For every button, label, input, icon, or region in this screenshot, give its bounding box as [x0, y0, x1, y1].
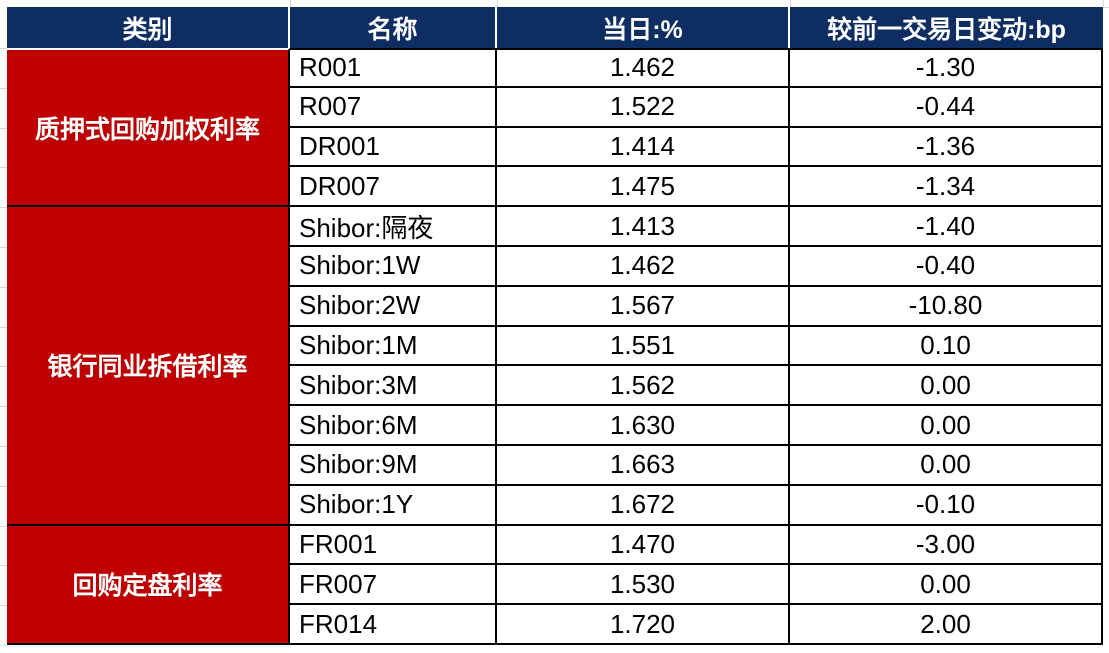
- change-cell: -0.40: [790, 246, 1103, 287]
- change-cell: -10.80: [790, 286, 1103, 327]
- value-cell: 1.672: [497, 485, 790, 526]
- gridline-tick: [0, 526, 7, 527]
- name-cell: Shibor:9M: [290, 445, 497, 486]
- value-cell: 1.462: [497, 48, 790, 88]
- change-cell: 2.00: [790, 605, 1103, 645]
- category-cell: 银行同业拆借利率: [7, 207, 290, 526]
- change-cell: 0.10: [790, 326, 1103, 367]
- value-cell: 1.470: [497, 525, 790, 566]
- gridline-tick: [0, 406, 7, 407]
- gridline-tick: [790, 0, 791, 7]
- gridline-tick: [0, 327, 7, 328]
- value-cell: 1.462: [497, 246, 790, 287]
- gridline-tick: [0, 565, 7, 566]
- gridline-tick: [290, 0, 291, 7]
- change-cell: -0.44: [790, 87, 1103, 128]
- value-cell: 1.522: [497, 87, 790, 128]
- gridline-tick: [0, 167, 7, 168]
- value-cell: 1.567: [497, 286, 790, 327]
- name-cell: Shibor:1W: [290, 246, 497, 287]
- header-cell-name: 名称: [290, 7, 497, 48]
- gridline-tick: [0, 88, 7, 89]
- value-cell: 1.475: [497, 167, 790, 208]
- gridline-tick: [0, 48, 7, 49]
- value-cell: 1.414: [497, 127, 790, 168]
- value-cell: 1.530: [497, 565, 790, 606]
- gridline-tick: [0, 645, 7, 646]
- value-cell: 1.663: [497, 445, 790, 486]
- header-cell-category: 类别: [7, 7, 290, 48]
- gridline-tick: [0, 287, 7, 288]
- gridline-tick: [1103, 0, 1104, 7]
- change-cell: -1.30: [790, 48, 1103, 88]
- name-cell: Shibor:2W: [290, 286, 497, 327]
- name-cell: R007: [290, 87, 497, 128]
- name-cell: FR007: [290, 565, 497, 606]
- name-cell: FR014: [290, 605, 497, 645]
- change-cell: 0.00: [790, 406, 1103, 446]
- gridline-tick: [0, 366, 7, 367]
- gridline-tick: [0, 128, 7, 129]
- name-cell: DR007: [290, 167, 497, 208]
- value-cell: 1.562: [497, 366, 790, 407]
- gridline-tick: [0, 446, 7, 447]
- change-cell: -1.34: [790, 167, 1103, 208]
- name-cell: Shibor:6M: [290, 406, 497, 446]
- change-cell: -3.00: [790, 525, 1103, 566]
- change-cell: -1.36: [790, 127, 1103, 168]
- value-cell: 1.413: [497, 207, 790, 247]
- gridline-tick: [1103, 7, 1109, 8]
- name-cell: Shibor:3M: [290, 366, 497, 407]
- name-cell: FR001: [290, 525, 497, 566]
- change-cell: -0.10: [790, 485, 1103, 526]
- name-cell: DR001: [290, 127, 497, 168]
- change-cell: 0.00: [790, 445, 1103, 486]
- change-cell: -1.40: [790, 207, 1103, 247]
- header-cell-change: 较前一交易日变动:bp: [790, 7, 1103, 48]
- gridline-tick: [0, 605, 7, 606]
- value-cell: 1.630: [497, 406, 790, 446]
- change-cell: 0.00: [790, 366, 1103, 407]
- gridline-tick: [0, 207, 7, 208]
- name-cell: Shibor:1Y: [290, 485, 497, 526]
- value-cell: 1.551: [497, 326, 790, 367]
- rates-table: 类别 名称 当日:% 较前一交易日变动:bp 质押式回购加权利率 R001 1.462 -1.…: [7, 7, 1103, 645]
- gridline-tick: [0, 486, 7, 487]
- category-cell: 回购定盘利率: [7, 525, 290, 645]
- header-cell-value: 当日:%: [497, 7, 790, 48]
- value-cell: 1.720: [497, 605, 790, 645]
- category-cell: 质押式回购加权利率: [7, 48, 290, 208]
- name-cell: Shibor:1M: [290, 326, 497, 367]
- name-cell: Shibor:隔夜: [290, 207, 497, 247]
- gridline-tick: [497, 0, 498, 7]
- gridline-tick: [0, 247, 7, 248]
- name-cell: R001: [290, 48, 497, 88]
- change-cell: 0.00: [790, 565, 1103, 606]
